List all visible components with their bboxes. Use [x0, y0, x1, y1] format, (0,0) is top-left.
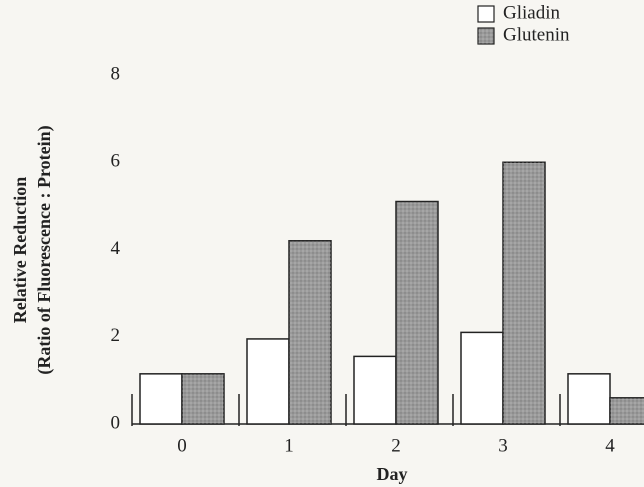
bar-texture [396, 201, 438, 424]
bar [567, 373, 611, 425]
y-axis-label: Relative Reduction [10, 177, 30, 323]
y-axis-label: (Ratio of Fluorescence : Protein) [34, 125, 55, 374]
y-tick-label: 0 [111, 412, 121, 433]
legend-label: Gliadin [503, 2, 560, 23]
legend-label: Glutenin [503, 24, 570, 45]
x-tick-label: 3 [498, 435, 508, 456]
bar [460, 331, 504, 425]
bar [246, 338, 290, 425]
y-tick-label: 6 [111, 151, 121, 172]
bar [353, 355, 397, 425]
bar-texture [182, 373, 224, 424]
legend-swatch [477, 5, 495, 23]
x-tick-label: 4 [605, 435, 615, 456]
bar-texture [289, 240, 331, 424]
x-tick-label: 0 [177, 435, 187, 456]
x-axis-label: Day [377, 464, 408, 484]
y-tick-label: 8 [111, 63, 121, 84]
x-tick-label: 1 [284, 435, 294, 456]
legend-swatch-texture [478, 28, 494, 44]
y-tick-label: 4 [111, 238, 121, 259]
bar [139, 373, 183, 425]
bar-texture [503, 162, 545, 424]
y-tick-label: 2 [111, 325, 121, 346]
bar-texture [610, 397, 644, 424]
x-tick-label: 2 [391, 435, 401, 456]
